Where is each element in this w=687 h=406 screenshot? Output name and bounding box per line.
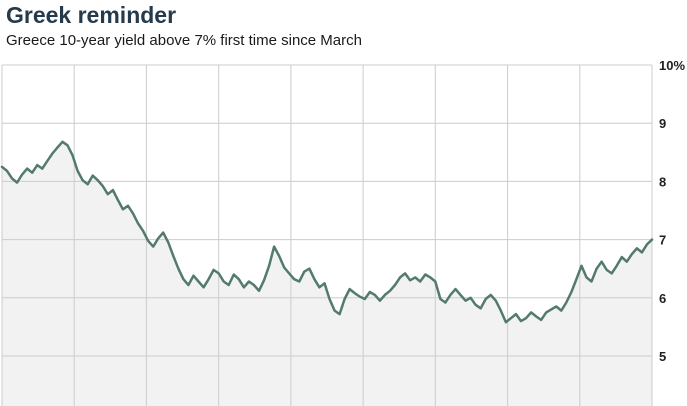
yield-area-fill — [2, 141, 652, 406]
chart-header: Greek reminder Greece 10-year yield abov… — [6, 2, 362, 51]
y-axis-label: 5 — [659, 349, 666, 364]
y-axis-label: 7 — [659, 233, 666, 248]
chart-subtitle: Greece 10-year yield above 7% first time… — [6, 31, 362, 49]
y-axis-label: 10% — [659, 58, 685, 73]
yield-line — [0, 140, 654, 324]
y-axis-label: 6 — [659, 291, 666, 306]
y-axis-label: 8 — [659, 174, 666, 189]
chart-title: Greek reminder — [6, 2, 177, 28]
y-axis-label: 9 — [659, 116, 666, 131]
